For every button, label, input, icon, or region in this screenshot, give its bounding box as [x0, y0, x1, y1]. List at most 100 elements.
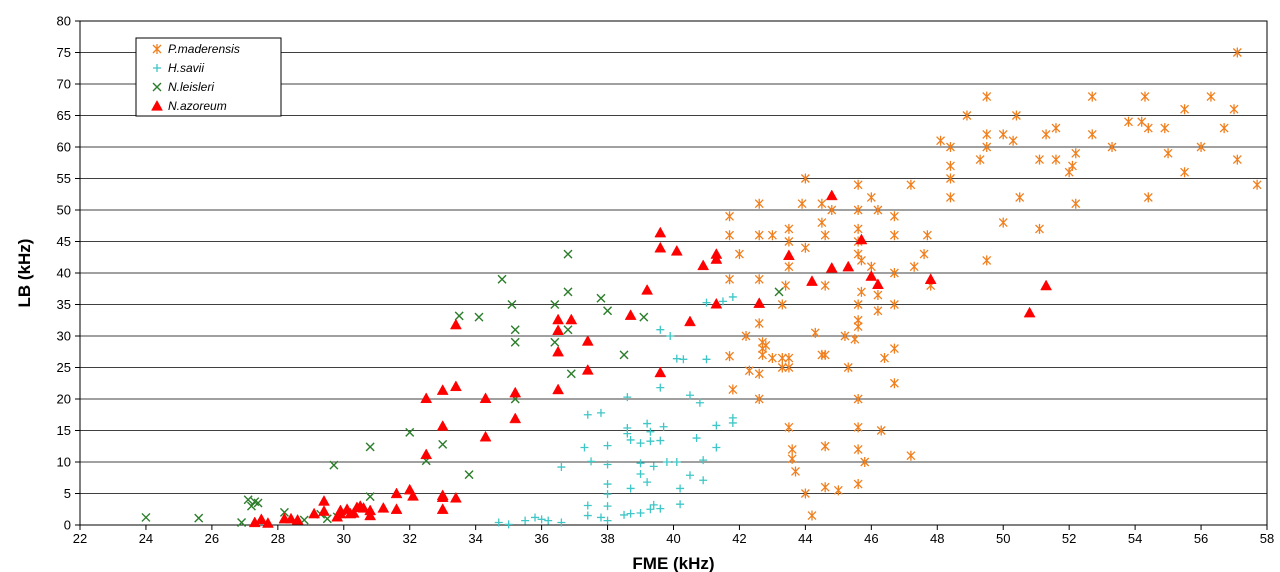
- data-point: [474, 312, 484, 322]
- data-point: [853, 394, 863, 404]
- data-point: [1229, 104, 1239, 115]
- data-point: [583, 511, 592, 520]
- y-tick-label: 0: [64, 518, 71, 533]
- data-point: [753, 297, 766, 308]
- data-point: [557, 518, 566, 527]
- data-point: [734, 249, 744, 260]
- data-point: [702, 298, 711, 307]
- data-point: [833, 485, 843, 496]
- data-point: [552, 383, 565, 395]
- data-point: [405, 427, 415, 437]
- data-point: [758, 349, 767, 360]
- x-tick-label: 42: [732, 531, 746, 546]
- data-point: [856, 255, 866, 266]
- data-point: [1140, 91, 1150, 102]
- data-point: [1163, 148, 1173, 159]
- legend-box: [135, 37, 282, 117]
- data-point: [820, 280, 830, 291]
- data-points: [141, 47, 1262, 529]
- data-point: [550, 337, 560, 347]
- x-tick-label: 54: [1128, 531, 1142, 546]
- y-tick-label: 55: [57, 171, 71, 186]
- data-point: [741, 331, 751, 341]
- data-point: [654, 241, 667, 253]
- data-point: [464, 470, 474, 480]
- data-point: [646, 427, 655, 436]
- data-point: [853, 299, 863, 310]
- data-point: [853, 321, 863, 332]
- data-point: [699, 476, 708, 485]
- x-tick-label: 26: [205, 531, 219, 546]
- data-point: [672, 458, 681, 466]
- data-point: [718, 297, 727, 306]
- data-point: [784, 422, 794, 433]
- data-point: [646, 437, 655, 446]
- data-point: [619, 350, 629, 360]
- data-point: [982, 129, 992, 140]
- x-tick-label: 38: [600, 531, 614, 546]
- data-point: [563, 325, 573, 335]
- data-point: [420, 392, 433, 404]
- data-point: [695, 398, 704, 407]
- data-point: [712, 421, 721, 430]
- data-point: [565, 313, 578, 325]
- y-tick-label: 35: [57, 297, 71, 312]
- data-point: [820, 441, 830, 452]
- data-point: [692, 434, 701, 443]
- data-point: [620, 510, 629, 519]
- data-point: [449, 491, 462, 503]
- data-point: [672, 354, 681, 363]
- data-point: [975, 154, 985, 165]
- data-point: [322, 514, 332, 524]
- data-point: [243, 495, 253, 505]
- data-point: [649, 462, 658, 471]
- data-point: [1015, 192, 1025, 203]
- data-point: [946, 173, 955, 184]
- data-point: [1087, 91, 1097, 102]
- data-point: [596, 408, 605, 417]
- data-point: [754, 368, 764, 379]
- data-point: [646, 505, 655, 514]
- data-point: [357, 501, 370, 513]
- x-axis-ticks: 22 24 26 28 30 32 34 36 38 40 42 44 46 48 50 52 54 56 58: [73, 525, 1274, 546]
- x-tick-label: 44: [798, 531, 812, 546]
- data-point: [820, 482, 830, 493]
- data-point: [1087, 129, 1097, 140]
- data-point: [531, 513, 540, 522]
- data-point: [853, 422, 863, 433]
- data-point: [800, 173, 810, 184]
- data-point: [820, 230, 830, 241]
- data-point: [712, 443, 721, 452]
- data-point: [784, 353, 794, 364]
- legend-label: N.leisleri: [168, 80, 214, 94]
- data-point: [924, 273, 937, 284]
- data-point: [141, 512, 151, 522]
- data-point: [676, 484, 685, 493]
- data-point: [557, 463, 566, 472]
- data-point: [285, 512, 297, 524]
- data-point: [497, 274, 507, 284]
- legend-item: P.maderensis: [152, 42, 240, 56]
- data-point: [866, 192, 876, 203]
- data-point: [685, 391, 694, 400]
- data-point: [1071, 148, 1081, 159]
- data-point: [754, 198, 764, 209]
- data-point: [1160, 123, 1170, 134]
- data-point: [596, 293, 606, 303]
- data-point: [552, 324, 565, 335]
- data-point: [1040, 279, 1053, 291]
- x-tick-label: 52: [1062, 531, 1076, 546]
- data-point: [850, 334, 860, 345]
- data-point: [583, 410, 592, 419]
- data-point: [552, 345, 565, 357]
- data-point: [922, 230, 932, 241]
- data-point: [636, 469, 645, 478]
- data-point: [596, 513, 605, 522]
- data-point: [1206, 91, 1216, 102]
- legend: P.maderensis H.savii N.leisleri N.azoreum: [135, 37, 282, 117]
- data-point: [563, 287, 573, 297]
- y-tick-label: 20: [57, 392, 71, 407]
- data-point: [853, 179, 863, 190]
- legend-item: H.savii: [153, 61, 204, 75]
- legend-marker: [151, 99, 163, 111]
